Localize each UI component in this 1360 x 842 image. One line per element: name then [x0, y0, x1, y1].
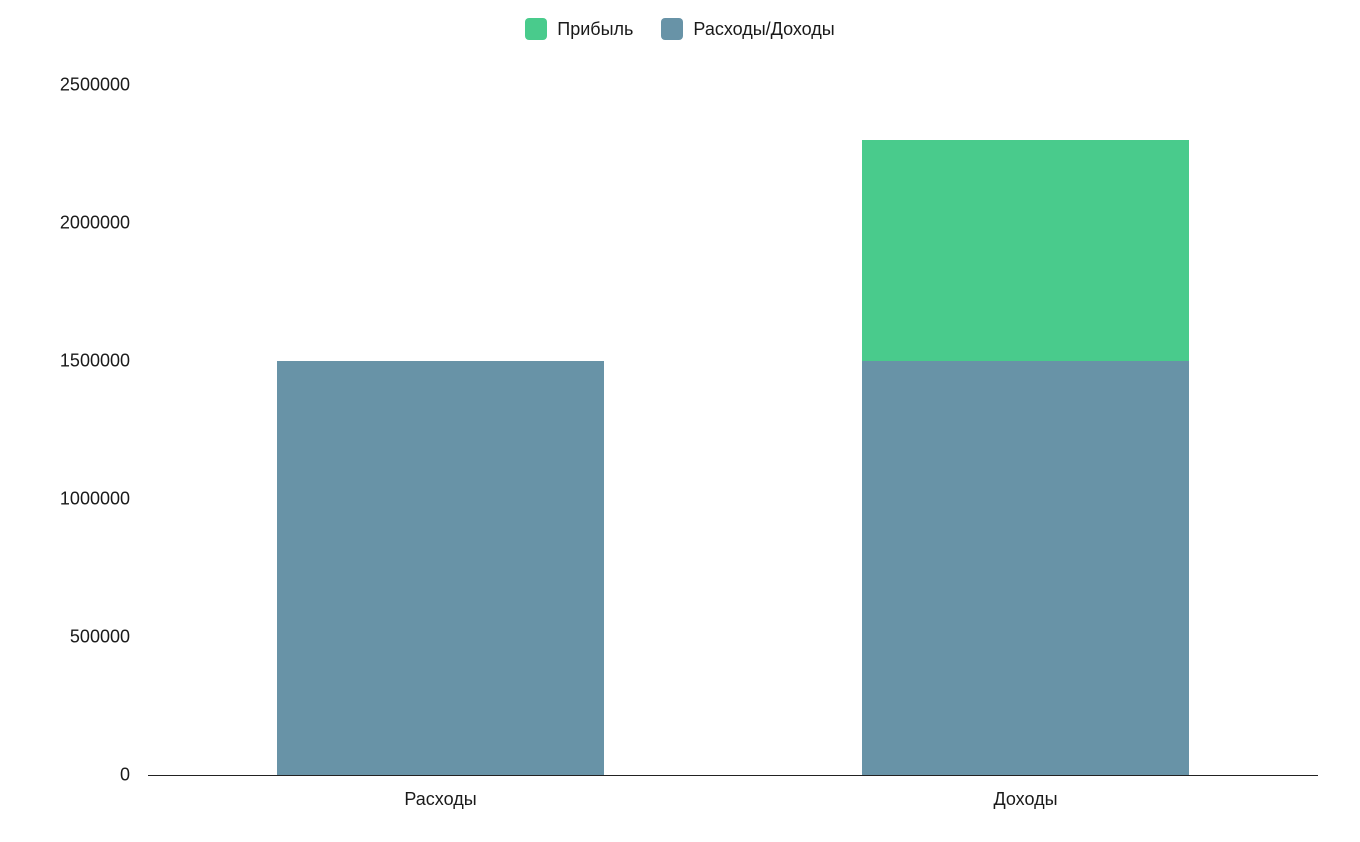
bar-group — [862, 140, 1190, 775]
legend-item-expenses-income: Расходы/Доходы — [661, 18, 834, 40]
legend-label-expenses-income: Расходы/Доходы — [693, 19, 834, 40]
y-tick-label: 1000000 — [0, 489, 130, 510]
bar-group — [277, 361, 605, 775]
plot-area: 05000001000000150000020000002500000Расхо… — [148, 85, 1318, 775]
x-tick-label: Доходы — [993, 789, 1057, 810]
chart-legend: Прибыль Расходы/Доходы — [0, 18, 1360, 40]
legend-swatch-expenses-income — [661, 18, 683, 40]
y-tick-label: 2000000 — [0, 213, 130, 234]
y-tick-label: 500000 — [0, 627, 130, 648]
legend-swatch-profit — [525, 18, 547, 40]
x-axis — [148, 775, 1318, 776]
x-tick-label: Расходы — [404, 789, 476, 810]
bar-segment — [862, 361, 1190, 775]
legend-label-profit: Прибыль — [557, 19, 633, 40]
y-tick-label: 0 — [0, 765, 130, 786]
bar-segment — [862, 140, 1190, 361]
y-tick-label: 2500000 — [0, 75, 130, 96]
y-tick-label: 1500000 — [0, 351, 130, 372]
chart-container: Прибыль Расходы/Доходы 05000001000000150… — [0, 0, 1360, 842]
legend-item-profit: Прибыль — [525, 18, 633, 40]
bar-segment — [277, 361, 605, 775]
